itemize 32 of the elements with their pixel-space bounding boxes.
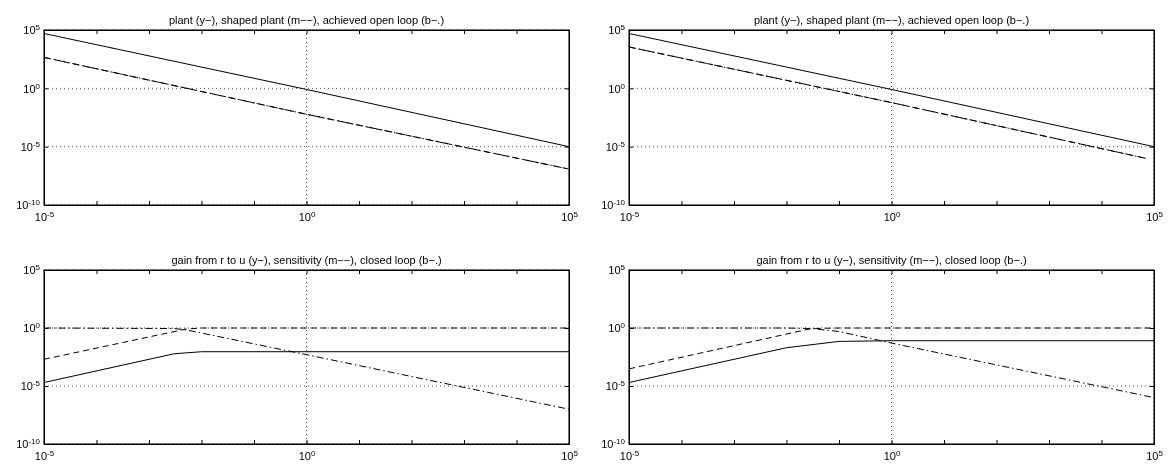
- chart-title: gain from r to u (y−), sensitivity (m−−), closed loop (b−.): [756, 254, 1027, 266]
- x-tick-label: 10$^{0}$: [298, 448, 316, 462]
- chart-title: gain from r to u (y−), sensitivity (m−−), closed loop (b−.): [171, 254, 442, 266]
- y-tick-label: 10$^{0}$: [23, 320, 41, 335]
- chart-title: plant (y−), shaped plant (m−−), achieved open loop (b−.): [753, 14, 1030, 26]
- x-tick-label: 10$^{5}$: [1146, 209, 1164, 223]
- y-tick-label: 10$^{-10}$: [601, 436, 626, 451]
- y-tick-label: 10$^{-10}$: [601, 197, 626, 212]
- x-tick-label: 10$^{5}$: [561, 209, 579, 223]
- y-tick-label: 10$^{-5}$: [605, 378, 626, 393]
- y-tick-label: 10$^{5}$: [23, 22, 41, 37]
- x-tick-label: 10$^{-5}$: [34, 448, 55, 462]
- chart-title: plant (y−), shaped plant (m−−), achieved open loop (b−.): [168, 14, 445, 26]
- y-tick-label: 10$^{5}$: [23, 262, 41, 277]
- x-tick-label: 10$^{-5}$: [619, 209, 640, 223]
- y-tick-label: 10$^{0}$: [608, 81, 626, 95]
- x-tick-label: 10$^{-5}$: [34, 209, 55, 223]
- y-tick-label: 10$^{0}$: [608, 320, 626, 335]
- x-tick-label: 10$^{5}$: [561, 448, 579, 462]
- y-tick-label: 10$^{5}$: [608, 262, 626, 277]
- x-tick-label: 10$^{-5}$: [619, 448, 640, 462]
- y-tick-label: 10$^{5}$: [608, 22, 626, 37]
- y-tick-label: 10$^{-10}$: [16, 436, 41, 451]
- x-tick-label: 10$^{0}$: [883, 209, 901, 223]
- y-tick-label: 10$^{-5}$: [20, 378, 41, 393]
- x-tick-label: 10$^{0}$: [883, 448, 901, 462]
- y-tick-label: 10$^{-5}$: [20, 139, 41, 154]
- x-tick-label: 10$^{0}$: [298, 209, 316, 223]
- y-tick-label: 10$^{0}$: [23, 81, 41, 95]
- y-tick-label: 10$^{-5}$: [605, 139, 626, 154]
- x-tick-label: 10$^{5}$: [1146, 448, 1164, 462]
- y-tick-label: 10$^{-10}$: [16, 197, 41, 212]
